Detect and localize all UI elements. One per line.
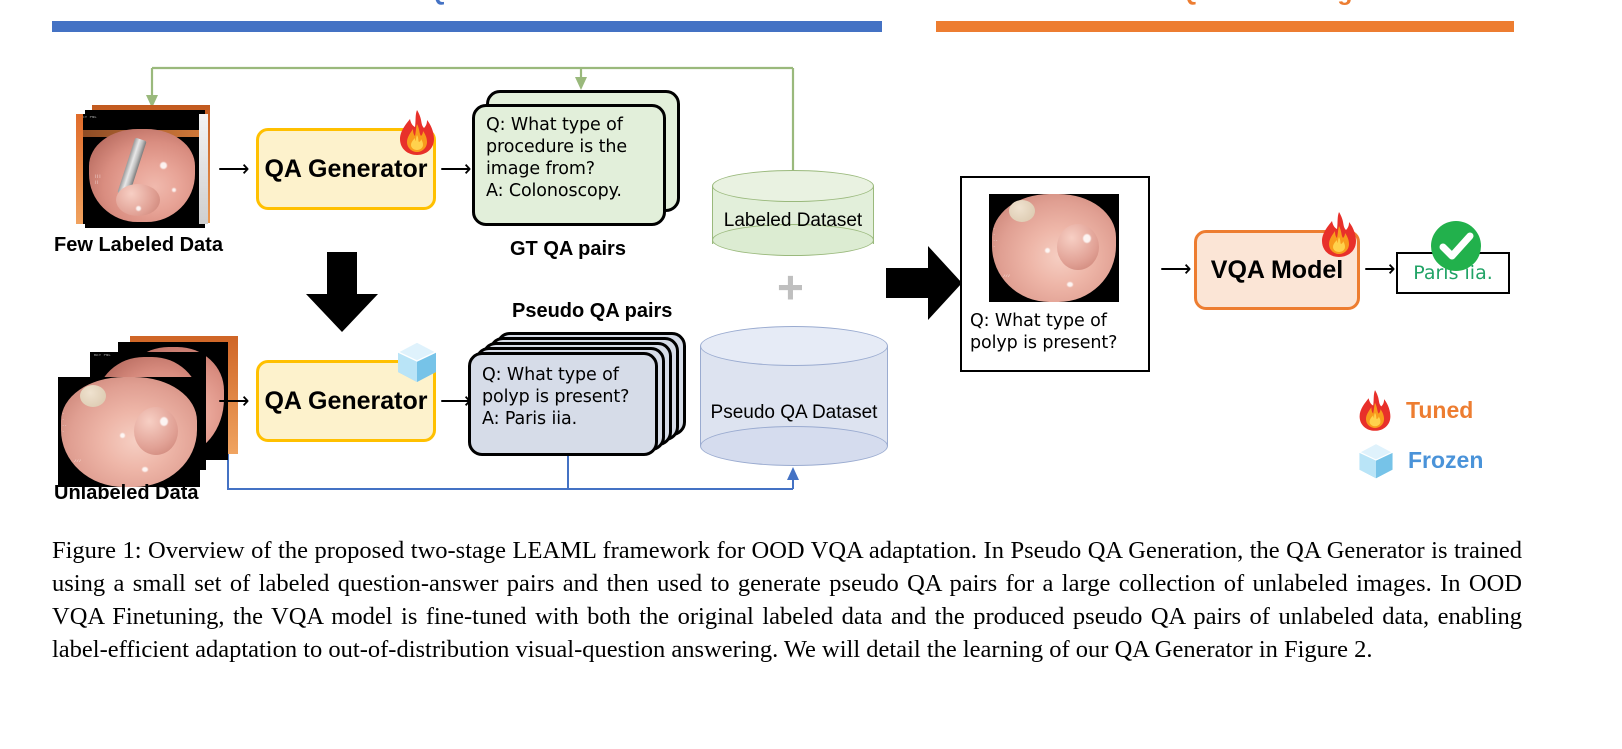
arrow-qa-generator-to-gt-qa: ⟶ — [440, 156, 472, 181]
qa-generator-top-label: QA Generator — [264, 154, 428, 183]
pseudo-qa-card-answer: A: Paris iia. — [482, 409, 578, 429]
fire-icon — [1359, 390, 1391, 431]
framework-diagram: Pseudo QA Generation OOD VQA Finetuning … — [52, 0, 1514, 504]
pseudo-qa-card-question: Q: What type of polyp is present? — [482, 365, 630, 407]
cylinder-bottom — [700, 426, 888, 466]
vqa-query-image: - - -- - /// — [989, 194, 1119, 302]
legend-label-frozen: Frozen — [1408, 446, 1484, 473]
few-labeled-data-image: KEY PNL ||| || — [76, 114, 208, 224]
stage-transition-right-arrow — [886, 246, 962, 320]
answer-text: Paris iia. — [1413, 262, 1493, 284]
stage-bar-left — [52, 21, 882, 32]
unlabeled-data-image: - - -- - /// — [58, 377, 200, 487]
stage-title-pseudo-qa-generation: Pseudo QA Generation — [52, 0, 882, 7]
pseudo-qa-pairs-label: Pseudo QA pairs — [512, 300, 673, 322]
arrow-vqa-model-to-answer: ⟶ — [1364, 256, 1396, 281]
gt-qa-card-question: Q: What type of procedure is the image f… — [486, 115, 628, 179]
stage-title-ood-vqa-finetuning: OOD VQA Finetuning — [936, 0, 1514, 7]
unlabeled-data-label: Unlabeled Data — [54, 482, 199, 504]
check-circle-icon — [1431, 221, 1481, 271]
few-labeled-data-label: Few Labeled Data — [54, 234, 223, 256]
arrow-qa-generator-to-pseudo-qa: ⟶ — [440, 388, 472, 413]
qa-generator-bottom-label: QA Generator — [264, 386, 428, 415]
pseudo-qa-dataset-label: Pseudo QA Dataset — [710, 402, 878, 423]
ice-cube-icon — [396, 341, 438, 382]
legend-item-frozen: Frozen — [1356, 440, 1483, 480]
legend-item-tuned: Tuned — [1356, 388, 1473, 432]
arrow-query-to-vqa-model: ⟶ — [1160, 256, 1192, 281]
pseudo-qa-dataset-cylinder: Pseudo QA Dataset — [700, 326, 888, 468]
endoscope-overlay-text: KEY PNL — [80, 116, 97, 120]
cylinder-top — [700, 326, 888, 366]
gt-qa-card-front — [472, 104, 666, 226]
figure-caption: Figure 1: Overview of the proposed two-s… — [52, 537, 1522, 663]
pseudo-qa-pairs-card-stack: Q: What type of polyp is present? A: Par… — [468, 332, 690, 456]
labeled-dataset-cylinder: Labeled Dataset — [712, 170, 874, 258]
gt-qa-pairs-label: GT QA pairs — [510, 238, 626, 260]
arrow-image-to-qa-generator-bottom: ⟶ — [218, 388, 250, 413]
stage-bar-right — [936, 21, 1514, 32]
cylinder-bottom — [712, 224, 874, 256]
fire-icon — [1322, 212, 1356, 257]
ice-cube-icon — [1358, 442, 1394, 479]
legend-label-tuned: Tuned — [1406, 396, 1474, 423]
pseudo-qa-card-front — [468, 352, 658, 456]
stage-transition-down-arrow — [306, 252, 378, 332]
gt-qa-pairs-card-stack: Q: What type of procedure is the image f… — [472, 90, 684, 226]
arrow-image-to-qa-generator-top: ⟶ — [218, 156, 250, 181]
gt-qa-card-answer: A: Colonoscopy. — [486, 181, 622, 201]
plus-symbol: + — [777, 261, 804, 313]
vqa-query-question: Q: What type of polyp is present? — [970, 311, 1118, 353]
labeled-dataset-label: Labeled Dataset — [723, 210, 863, 231]
fire-icon — [400, 110, 434, 155]
vqa-model-label: VQA Model — [1210, 255, 1344, 284]
cylinder-top — [712, 170, 874, 202]
